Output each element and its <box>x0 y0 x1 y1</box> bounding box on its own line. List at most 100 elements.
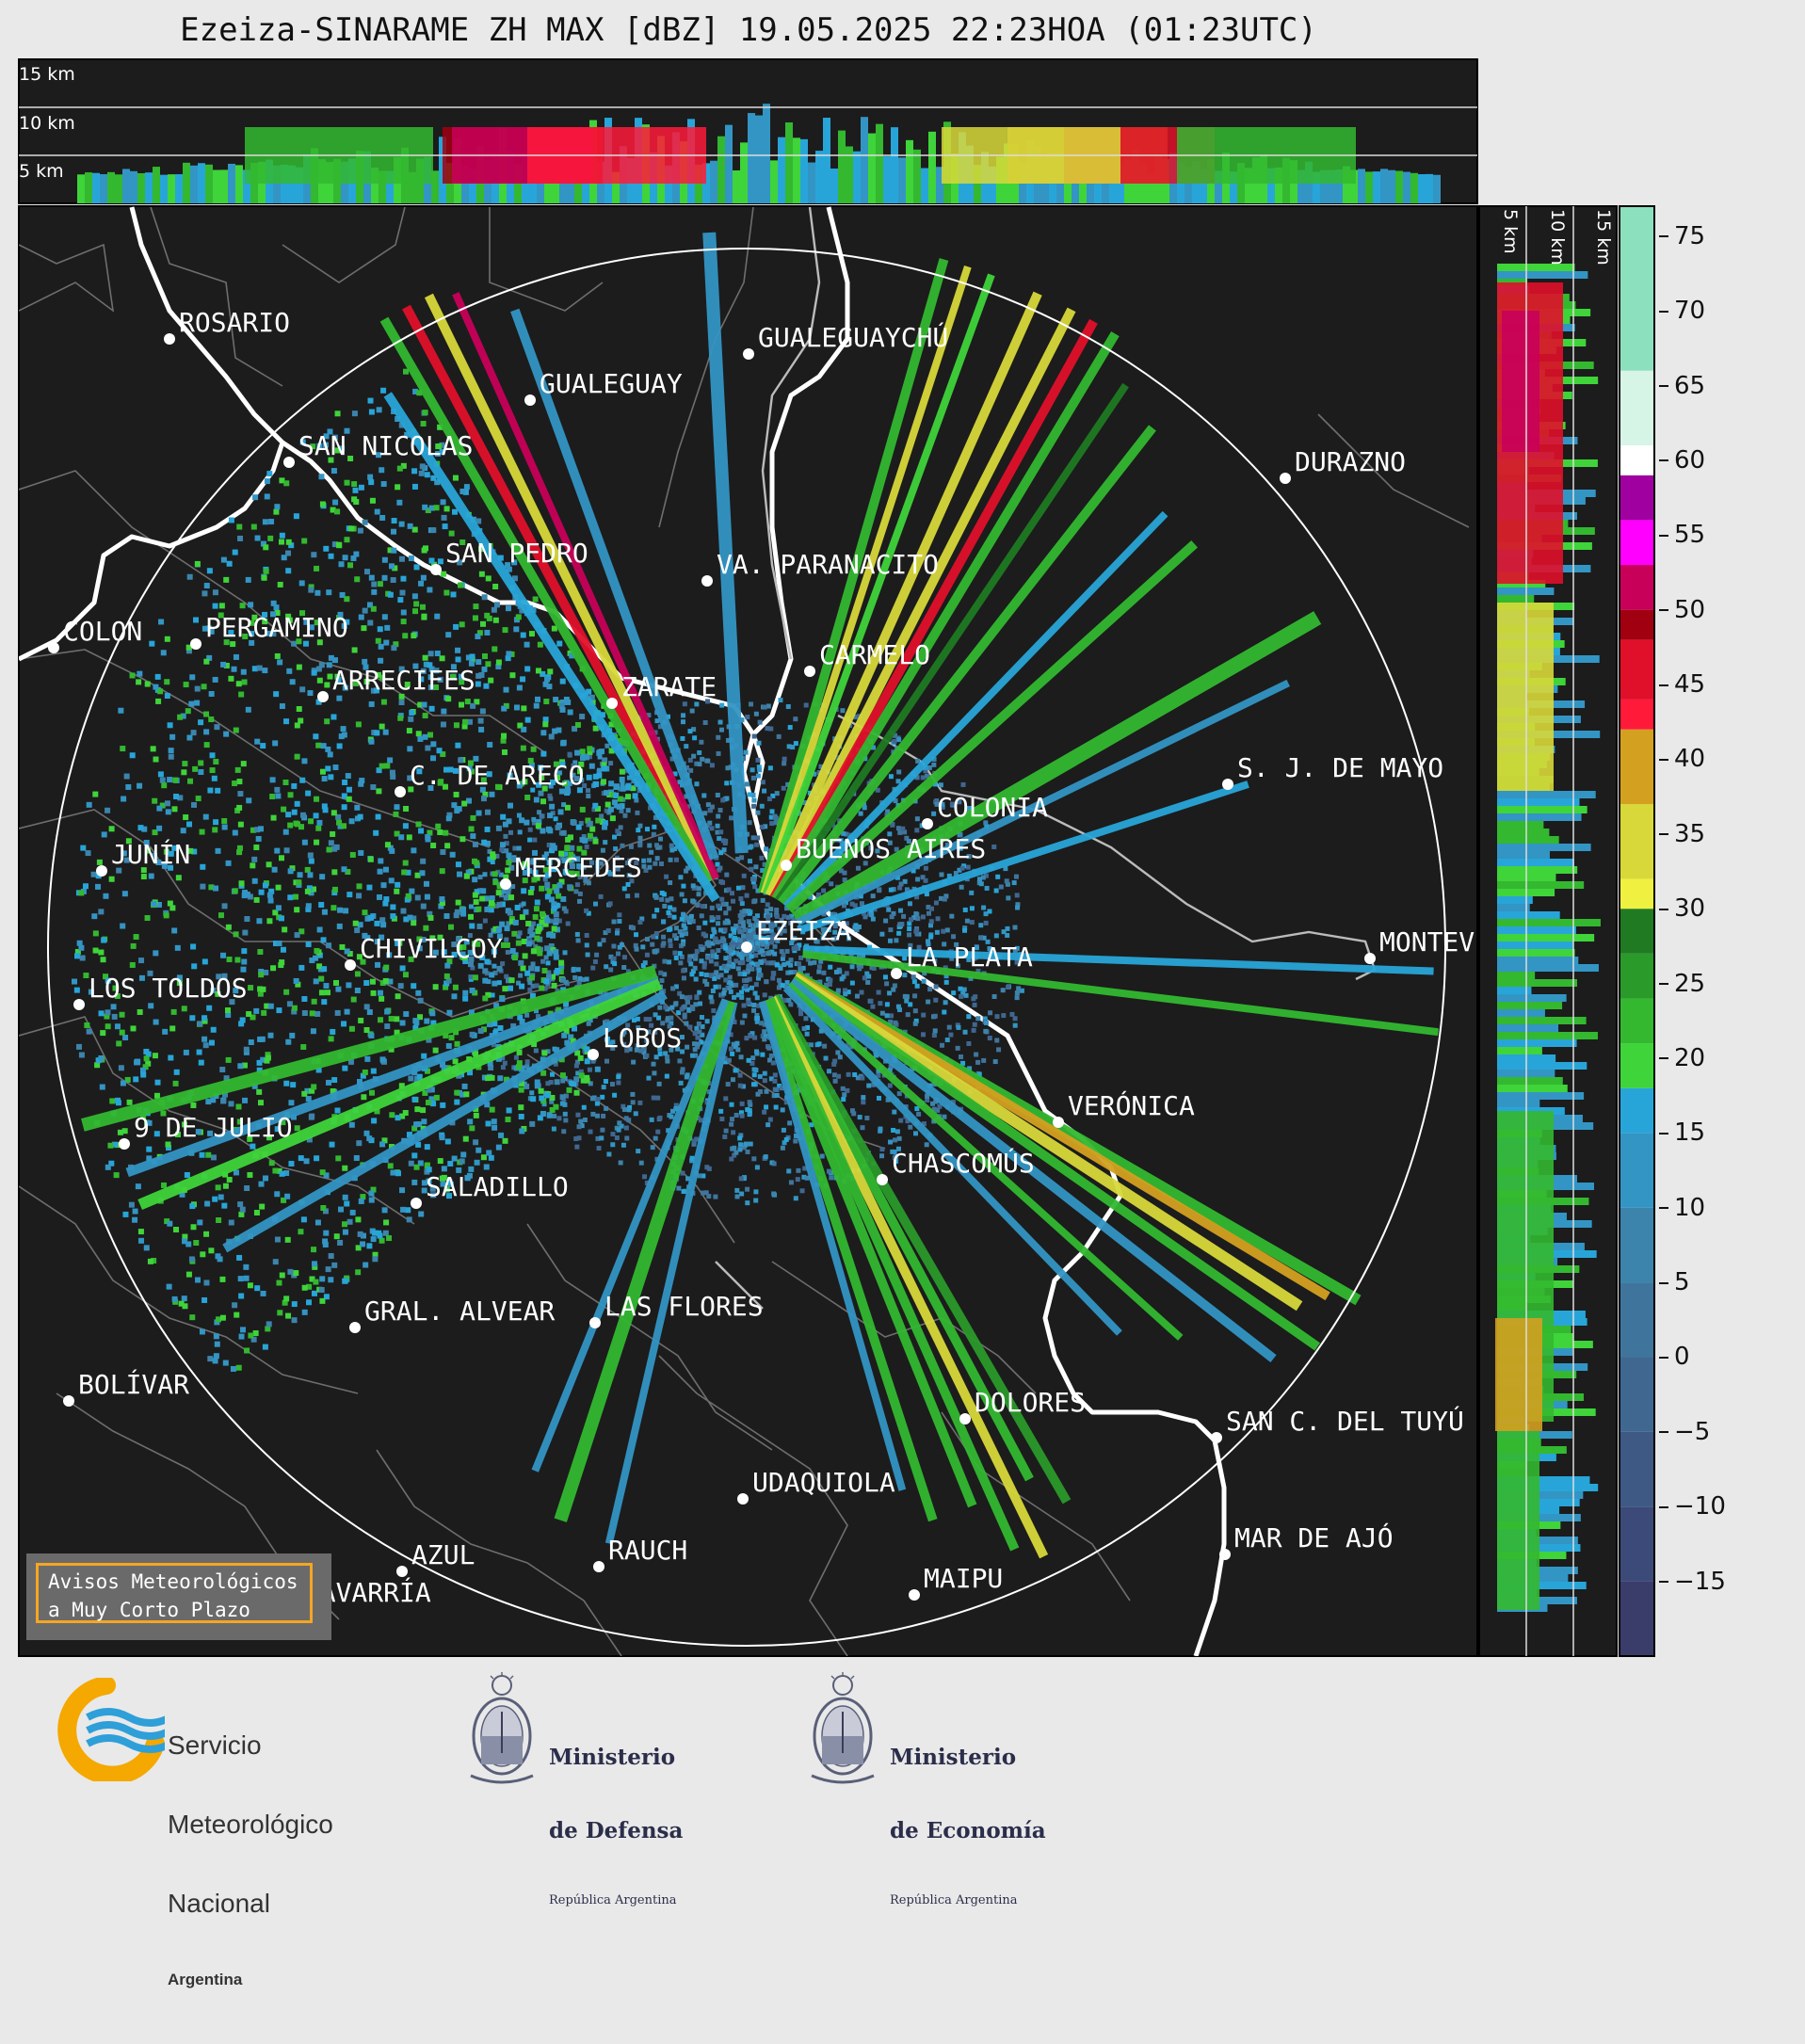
cross-echo <box>205 165 213 203</box>
echo-pixel <box>764 1104 768 1109</box>
echo-pixel <box>250 1144 255 1150</box>
echo-pixel <box>661 941 666 945</box>
echo-pixel <box>524 1084 529 1089</box>
echo-pixel <box>503 627 508 633</box>
echo-pixel <box>241 948 247 954</box>
echo-pixel <box>898 1119 903 1123</box>
echo-pixel <box>770 976 775 981</box>
echo-pixel <box>153 1020 159 1025</box>
echo-pixel <box>201 1037 207 1042</box>
echo-pixel <box>201 1015 207 1021</box>
echo-pixel <box>377 407 382 412</box>
cross-echo <box>1395 170 1403 203</box>
echo-pixel <box>259 1204 265 1210</box>
echo-pixel <box>336 820 342 826</box>
echo-pixel <box>777 978 782 983</box>
echo-pixel <box>390 913 395 919</box>
echo-pixel <box>378 581 383 587</box>
echo-pixel <box>694 701 699 706</box>
echo-pixel <box>343 555 348 560</box>
echo-pixel <box>850 981 855 986</box>
echo-pixel <box>911 974 916 979</box>
echo-pixel <box>879 932 884 937</box>
echo-pixel <box>361 625 366 631</box>
echo-pixel <box>371 589 377 595</box>
echo-pixel <box>681 912 685 917</box>
echo-pixel <box>705 956 710 960</box>
echo-pixel <box>793 716 798 721</box>
echo-pixel <box>351 997 357 1003</box>
echo-pixel <box>223 1183 229 1189</box>
echo-pixel <box>290 1082 296 1087</box>
echo-pixel <box>388 592 394 598</box>
echo-pixel <box>690 1006 695 1011</box>
echo-pixel <box>552 906 557 911</box>
echo-pixel <box>718 808 723 813</box>
echo-pixel <box>485 810 491 815</box>
echo-pixel <box>959 994 963 999</box>
echo-pixel <box>332 500 338 506</box>
echo-pixel <box>383 640 389 646</box>
echo-pixel <box>832 1059 837 1064</box>
echo-pixel <box>234 728 239 733</box>
echo-pixel <box>883 974 888 979</box>
echo-pixel <box>550 1072 555 1077</box>
echo-pixel <box>203 814 209 820</box>
echo-pixel <box>321 966 327 972</box>
echo-pixel <box>751 1003 756 1007</box>
echo-pixel <box>137 1009 143 1015</box>
echo-pixel <box>762 789 766 794</box>
echo-pixel <box>258 972 264 977</box>
echo-pixel <box>862 975 867 980</box>
echo-pixel <box>678 951 683 956</box>
echo-pixel <box>251 857 257 862</box>
echo-pixel <box>72 979 77 985</box>
echo-pixel <box>266 1321 272 1327</box>
echo-pixel <box>389 1112 395 1118</box>
echo-pixel <box>775 962 780 967</box>
echo-pixel <box>120 746 125 751</box>
echo-pixel <box>517 845 522 850</box>
echo-pixel <box>266 471 272 476</box>
echo-pixel <box>665 898 669 903</box>
echo-pixel <box>437 829 443 835</box>
echo-pixel <box>229 1220 234 1226</box>
echo-pixel <box>941 929 945 934</box>
echo-pixel <box>329 554 334 559</box>
echo-pixel <box>547 889 553 894</box>
echo-pixel <box>529 631 535 636</box>
echo-pixel <box>74 953 80 958</box>
echo-pixel <box>411 1180 417 1185</box>
echo-pixel <box>395 484 400 490</box>
echo-pixel <box>684 1022 688 1026</box>
echo-pixel <box>560 707 566 713</box>
echo-pixel <box>274 504 280 509</box>
echo-pixel <box>501 733 507 739</box>
echo-pixel <box>424 1019 429 1024</box>
echo-pixel <box>738 1084 743 1088</box>
echo-pixel <box>412 484 418 490</box>
echo-pixel <box>769 821 774 826</box>
echo-pixel <box>343 908 348 913</box>
echo-pixel <box>700 1015 704 1020</box>
echo-pixel <box>924 878 928 883</box>
echo-pixel <box>733 958 738 963</box>
cross-echo <box>717 137 725 203</box>
echo-pixel <box>401 609 407 615</box>
echo-pixel <box>667 959 671 964</box>
echo-pixel <box>473 615 478 620</box>
echo-pixel <box>454 1090 459 1096</box>
echo-pixel <box>984 1021 989 1025</box>
echo-pixel <box>690 1054 695 1058</box>
echo-pixel <box>390 904 395 909</box>
echo-pixel <box>697 925 701 930</box>
echo-pixel <box>587 1022 591 1026</box>
echo-pixel <box>266 861 272 867</box>
echo-pixel <box>695 949 700 954</box>
echo-pixel <box>668 926 672 931</box>
echo-pixel <box>994 888 999 893</box>
echo-pixel <box>379 724 385 730</box>
echo-pixel <box>371 1069 377 1074</box>
echo-pixel <box>252 878 258 884</box>
echo-pixel <box>274 787 280 793</box>
